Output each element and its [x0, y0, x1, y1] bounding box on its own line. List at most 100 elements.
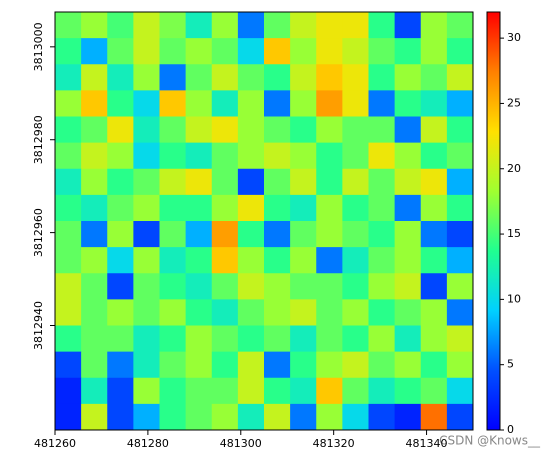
raster-cell	[81, 116, 108, 144]
raster-cell	[133, 64, 160, 91]
raster-cell	[159, 90, 187, 117]
watermark: CSDN @Knows__	[439, 434, 541, 448]
raster-cell	[420, 168, 448, 196]
raster-cell	[368, 116, 396, 144]
raster-cell	[264, 12, 291, 39]
raster-cell	[368, 221, 396, 248]
raster-cell	[237, 38, 265, 65]
raster-cell	[420, 273, 448, 300]
raster-cell	[446, 64, 474, 91]
raster-cell	[420, 403, 448, 431]
raster-cell	[394, 377, 422, 405]
raster-cell	[420, 299, 448, 326]
raster-cell	[55, 38, 82, 65]
raster-cell	[368, 168, 396, 196]
raster-cell	[211, 273, 239, 300]
raster-cell	[185, 90, 213, 117]
raster-cell	[394, 403, 422, 431]
raster-cell	[316, 90, 343, 117]
raster-cell	[55, 221, 82, 248]
raster-cell	[446, 12, 474, 39]
raster-cell	[316, 168, 343, 196]
raster-cell	[133, 351, 160, 379]
raster-cell	[81, 64, 108, 91]
x-tick-label: 481320	[313, 437, 355, 450]
raster-cell	[211, 142, 239, 170]
raster-cell	[237, 221, 265, 248]
raster-cell	[237, 12, 265, 39]
raster-cell	[133, 194, 160, 222]
raster-cell	[133, 377, 160, 405]
raster-cell	[211, 403, 239, 431]
raster-cell	[342, 194, 369, 222]
raster-cell	[342, 403, 369, 431]
raster-cell	[185, 403, 213, 431]
raster-cell	[81, 273, 108, 300]
raster-cell	[107, 12, 134, 39]
raster-cell	[159, 273, 187, 300]
raster-cell	[368, 273, 396, 300]
raster-cell	[342, 142, 369, 170]
raster-cell	[264, 247, 291, 274]
raster-cell	[264, 351, 291, 379]
raster-cell	[368, 351, 396, 379]
raster-cell	[81, 221, 108, 248]
raster-cell	[394, 12, 422, 39]
raster-cell	[394, 221, 422, 248]
x-tick-label: 481300	[220, 437, 262, 450]
raster-cell	[420, 325, 448, 353]
raster-cell	[81, 403, 108, 431]
raster-cell	[342, 116, 369, 144]
raster-cell	[81, 351, 108, 379]
raster-cell	[81, 90, 108, 117]
raster-cell	[237, 194, 265, 222]
raster-cell	[368, 325, 396, 353]
raster-cell	[237, 168, 265, 196]
raster-cell	[133, 168, 160, 196]
raster-cell	[81, 38, 108, 65]
raster-cell	[316, 64, 343, 91]
raster-cell	[316, 247, 343, 274]
raster-cell	[81, 12, 108, 39]
raster-cell	[159, 325, 187, 353]
raster-cell	[394, 273, 422, 300]
raster-cell	[290, 325, 317, 353]
raster-cell	[290, 90, 317, 117]
y-tick-label: 3812940	[32, 301, 45, 350]
raster-cell	[55, 325, 82, 353]
raster-cell	[420, 64, 448, 91]
raster-cell	[264, 90, 291, 117]
raster-cell	[316, 299, 343, 326]
raster-cell	[290, 142, 317, 170]
raster-cell	[316, 403, 343, 431]
raster-cell	[264, 273, 291, 300]
raster-cell	[185, 38, 213, 65]
raster-cell	[420, 38, 448, 65]
raster-cell	[107, 221, 134, 248]
raster-cell	[107, 247, 134, 274]
raster-cell	[316, 116, 343, 144]
raster-cell	[420, 247, 448, 274]
raster-cell	[55, 12, 82, 39]
raster-cell	[394, 116, 422, 144]
raster-cell	[185, 64, 213, 91]
raster-cell	[133, 325, 160, 353]
raster-cell	[211, 38, 239, 65]
raster-cell	[237, 403, 265, 431]
raster-cell	[394, 247, 422, 274]
raster-cell	[81, 325, 108, 353]
raster-cell	[107, 142, 134, 170]
raster-cell	[446, 351, 474, 379]
raster-cell	[55, 299, 82, 326]
raster-cell	[368, 377, 396, 405]
raster-cell	[237, 142, 265, 170]
raster-cell	[316, 38, 343, 65]
raster-cell	[107, 351, 134, 379]
colorbar-tick-label: 20	[507, 162, 521, 175]
colorbar-tick-label: 30	[507, 31, 521, 44]
raster-cell	[211, 90, 239, 117]
raster-cell	[107, 64, 134, 91]
raster-cell	[342, 273, 369, 300]
raster-cell	[446, 38, 474, 65]
